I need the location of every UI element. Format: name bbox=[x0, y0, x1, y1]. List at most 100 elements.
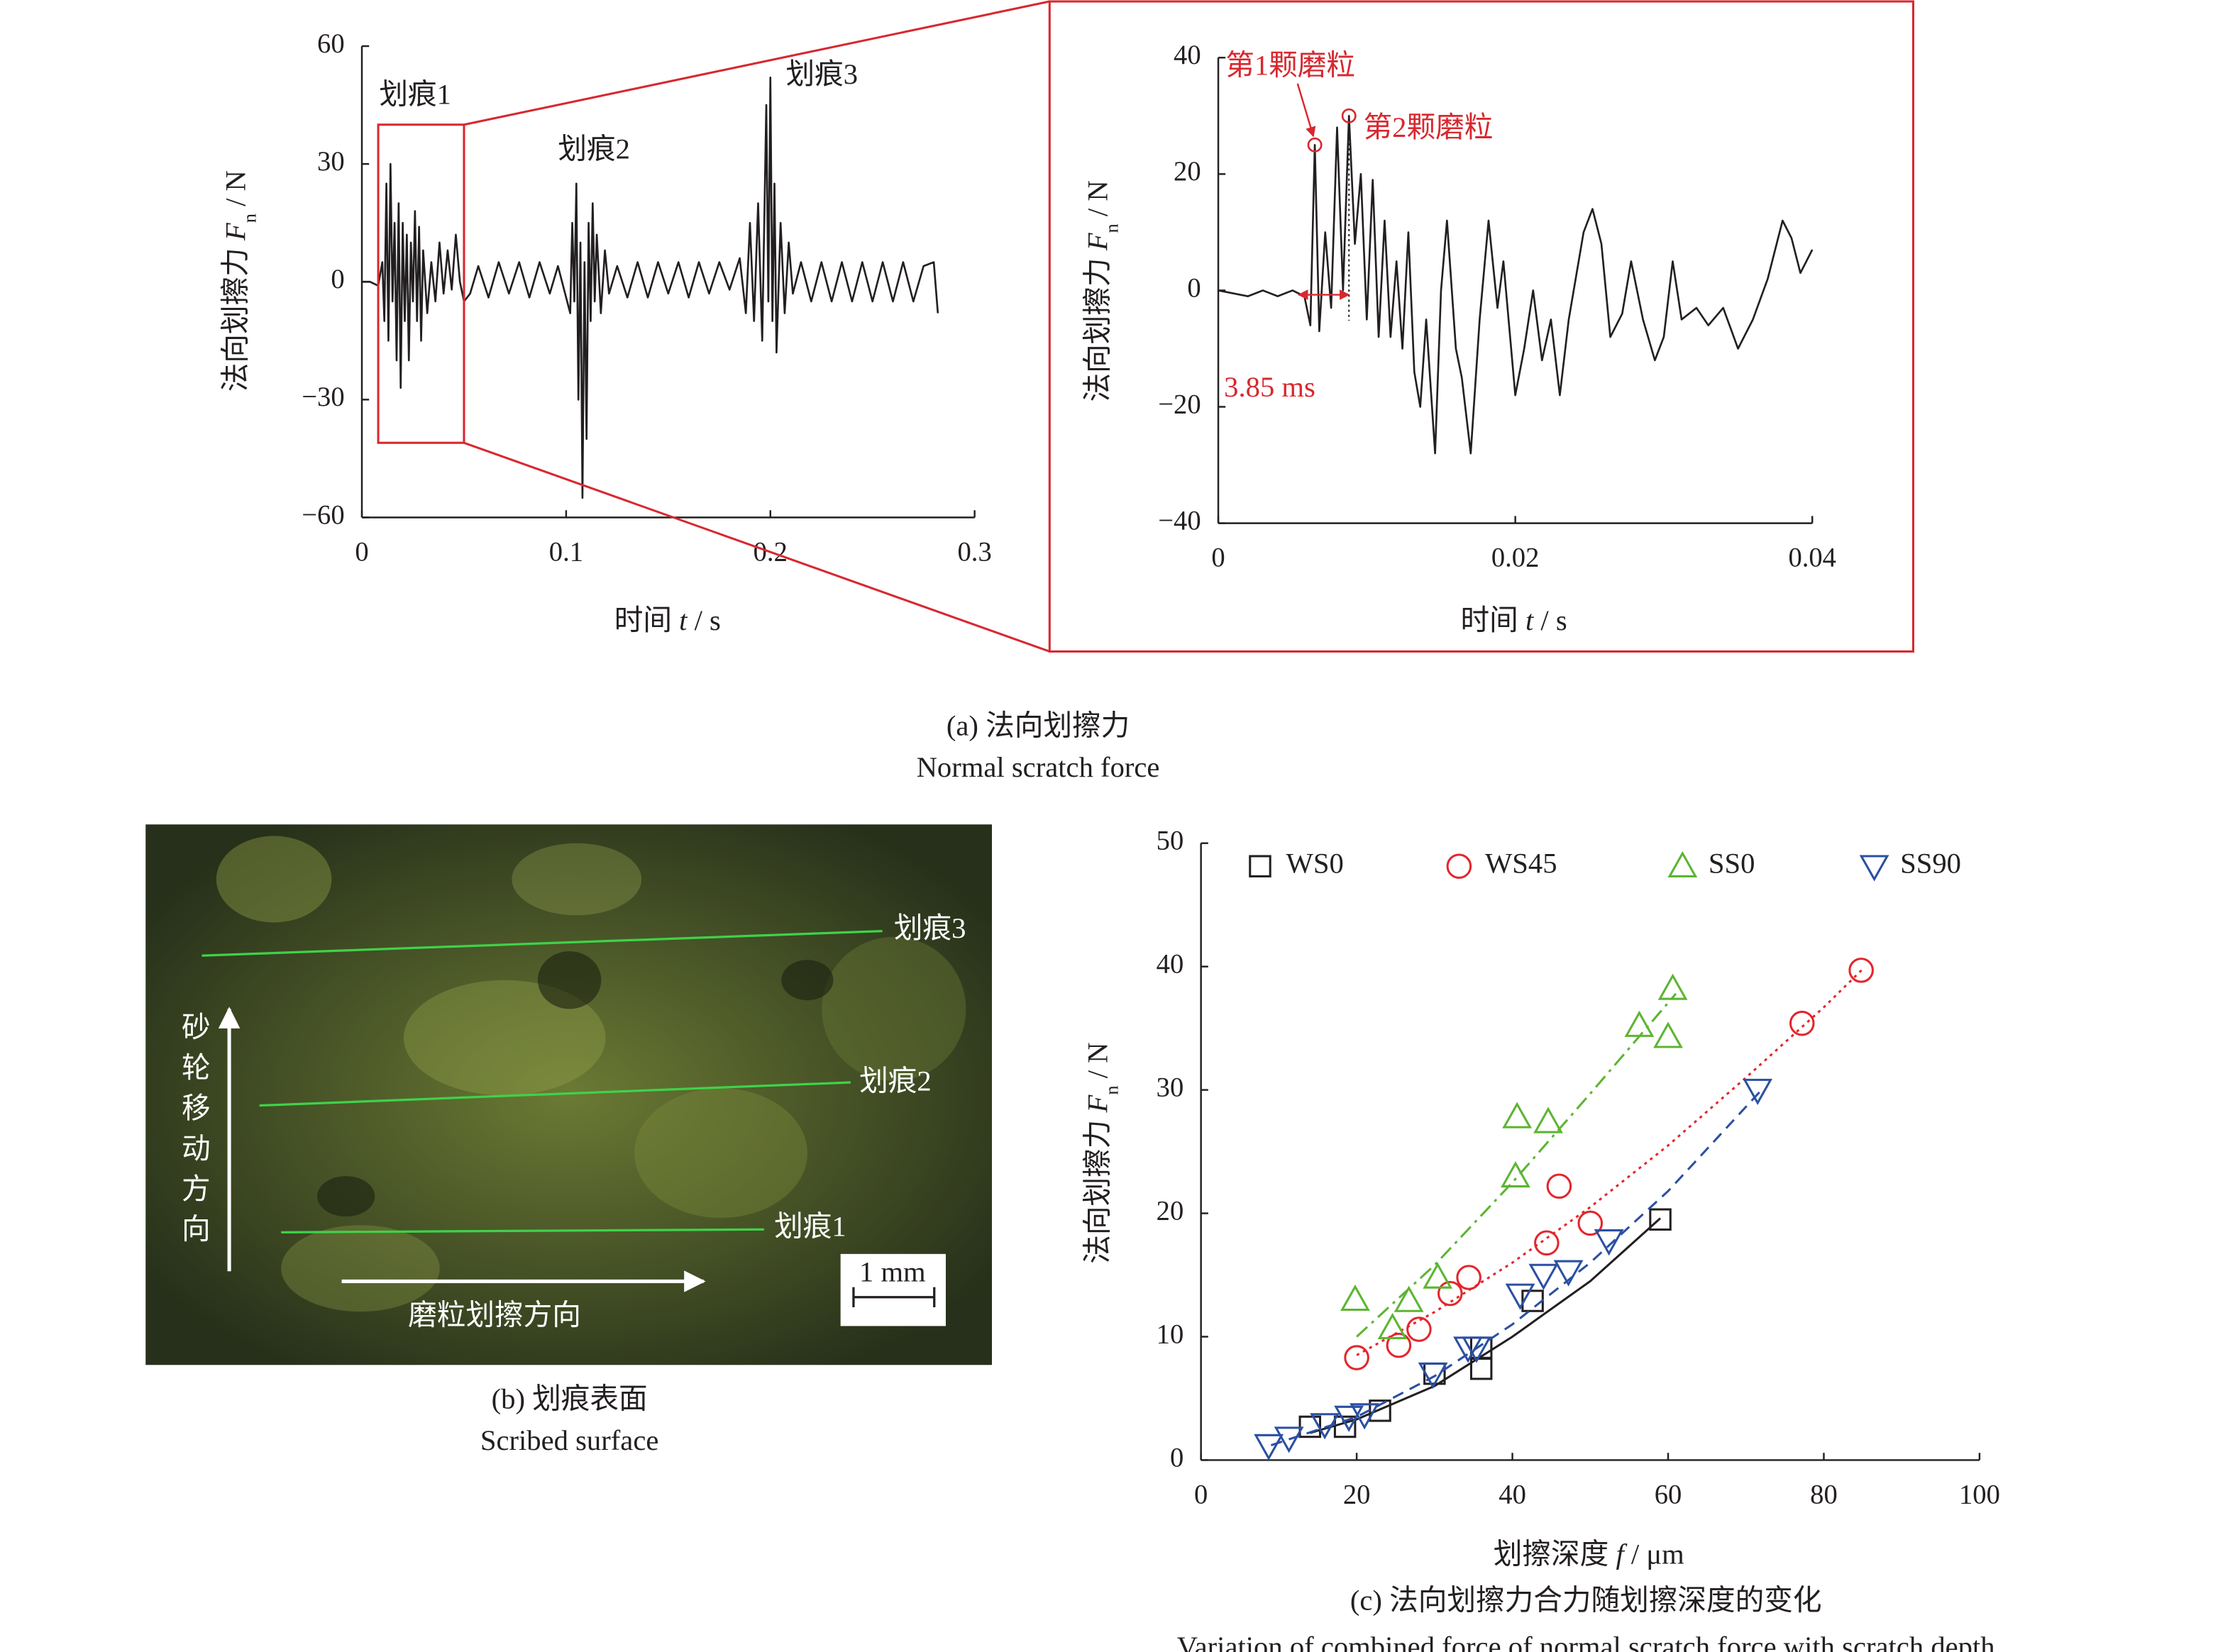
legend-marker bbox=[1667, 850, 1698, 877]
photo-label: 划痕3 bbox=[894, 912, 966, 944]
texture bbox=[537, 951, 602, 1009]
axis-label: 划擦深度 f / μm bbox=[1494, 1539, 1684, 1570]
scatter-point bbox=[1553, 1260, 1584, 1287]
zoom-box bbox=[377, 123, 465, 444]
y-tick-label: 10 bbox=[1157, 1319, 1184, 1349]
scatter-point bbox=[1462, 1336, 1491, 1363]
x-tick-label: 60 bbox=[1655, 1480, 1682, 1509]
scatter-point bbox=[1344, 1345, 1369, 1370]
annotation: 第1颗磨粒 bbox=[1225, 50, 1355, 82]
annotation: 第2颗磨粒 bbox=[1364, 111, 1494, 143]
axis-label-part: F bbox=[219, 222, 251, 241]
axis-label: 时间 t / s bbox=[1461, 604, 1567, 636]
legend-marker bbox=[1446, 853, 1472, 880]
zoom-connector bbox=[463, 0, 1050, 126]
axis-label-part: / s bbox=[1533, 604, 1567, 636]
axis-label-part: n bbox=[1101, 1085, 1122, 1094]
scatter-point bbox=[1505, 1283, 1535, 1310]
photo-label: 划痕2 bbox=[859, 1065, 932, 1097]
scatter-point bbox=[1624, 1010, 1655, 1037]
scratch-line bbox=[202, 930, 883, 957]
scatter-point bbox=[1274, 1426, 1304, 1453]
y-tick-label: 30 bbox=[317, 147, 345, 177]
legend-label: SS0 bbox=[1709, 848, 1755, 880]
x-tick-label: 0 bbox=[1194, 1480, 1208, 1509]
x-tick-label: 100 bbox=[1959, 1480, 2000, 1509]
texture bbox=[317, 1176, 375, 1217]
data-line bbox=[362, 77, 939, 499]
fit-curve bbox=[1270, 1089, 1762, 1446]
scratch-line bbox=[259, 1081, 851, 1107]
axis-label: 法向划擦力 Fn / N bbox=[219, 170, 260, 392]
texture bbox=[403, 980, 606, 1096]
scatter-point bbox=[1657, 973, 1688, 1000]
caption: (a) 法向划擦力 bbox=[947, 709, 1130, 741]
y-tick-label: 0 bbox=[1187, 273, 1201, 303]
scatter-point bbox=[1333, 1415, 1357, 1438]
caption: Normal scratch force bbox=[917, 751, 1160, 783]
scatter-point bbox=[1334, 1405, 1364, 1432]
scatter-point bbox=[1340, 1284, 1370, 1312]
y-tick-label: −20 bbox=[1158, 389, 1201, 419]
scratch-line bbox=[281, 1228, 764, 1234]
scatter-point bbox=[1406, 1316, 1432, 1342]
axis-label-part: 法向划擦力 bbox=[219, 240, 251, 392]
axis-label: 法向划擦力 Fn / N bbox=[1082, 1042, 1122, 1263]
legend-marker bbox=[1859, 855, 1889, 882]
caption: (c) 法向划擦力合力随划擦深度的变化 bbox=[1350, 1585, 1822, 1617]
y-tick-label: −40 bbox=[1158, 506, 1201, 536]
y-tick-label: 40 bbox=[1157, 950, 1184, 980]
axis-label-part: 划擦深度 bbox=[1494, 1539, 1616, 1570]
annotation: 划痕3 bbox=[785, 58, 858, 90]
scatter-point bbox=[1386, 1332, 1412, 1358]
y-tick-label: 40 bbox=[1174, 40, 1201, 70]
y-tick-label: 0 bbox=[331, 265, 344, 294]
legend-marker bbox=[1249, 855, 1271, 877]
scatter-point bbox=[1501, 1160, 1530, 1188]
caption: Variation of combined force of normal sc… bbox=[1177, 1631, 1995, 1652]
scatter-point bbox=[1653, 1021, 1683, 1048]
x-tick-label: 0 bbox=[1211, 543, 1225, 573]
photo-vertical-label: 砂轮移动方向 bbox=[177, 1011, 209, 1253]
photo-label: 划痕1 bbox=[774, 1211, 846, 1243]
scatter-point bbox=[1594, 1229, 1624, 1256]
scatter-point bbox=[1254, 1434, 1284, 1460]
annotation: 3.85 ms bbox=[1224, 371, 1315, 403]
photo-horizontal-label: 磨粒划擦方向 bbox=[408, 1299, 581, 1331]
data-line bbox=[1218, 115, 1814, 455]
x-tick-label: 40 bbox=[1499, 1480, 1526, 1509]
legend-label: SS90 bbox=[1900, 848, 1961, 880]
axis-label-part: / N bbox=[1082, 180, 1114, 223]
y-tick-label: 20 bbox=[1174, 157, 1201, 187]
annotation: 划痕1 bbox=[379, 78, 451, 110]
axis-label-part: n bbox=[1101, 223, 1122, 233]
legend-label: WS0 bbox=[1286, 848, 1344, 880]
scatter-point bbox=[1789, 1010, 1815, 1036]
axis-label-part: t bbox=[1525, 604, 1535, 636]
zoom-connector bbox=[463, 441, 1050, 653]
axis-label: 时间 t / s bbox=[614, 604, 721, 636]
annotation-arrow bbox=[1296, 83, 1316, 138]
fit-curve bbox=[1356, 968, 1864, 1356]
y-tick-label: 20 bbox=[1157, 1196, 1184, 1226]
scatter-point bbox=[1848, 958, 1874, 983]
annotation-circle bbox=[1341, 108, 1357, 123]
texture bbox=[781, 960, 834, 1001]
texture bbox=[634, 1088, 807, 1219]
scatter-point bbox=[1394, 1285, 1424, 1312]
scatter-point bbox=[1533, 1107, 1563, 1133]
scale-bar-box bbox=[840, 1253, 946, 1326]
x-tick-label: 0.3 bbox=[958, 537, 992, 567]
scatter-point bbox=[1418, 1362, 1448, 1390]
photo: 划痕3 划痕2 划痕1 砂轮移动方向 磨粒划擦方向 1 mm bbox=[145, 824, 993, 1365]
scatter-point bbox=[1521, 1290, 1544, 1312]
axis-label: 法向划擦力 Fn / N bbox=[1082, 180, 1122, 401]
x-tick-label: 20 bbox=[1343, 1480, 1371, 1509]
fit-curve bbox=[1309, 1217, 1662, 1434]
x-tick-label: 0.04 bbox=[1788, 543, 1836, 573]
axis-label-part: / N bbox=[219, 170, 251, 214]
scatter-point bbox=[1456, 1265, 1481, 1290]
axis-label-part: F bbox=[1082, 232, 1114, 251]
scatter-point bbox=[1310, 1413, 1340, 1440]
